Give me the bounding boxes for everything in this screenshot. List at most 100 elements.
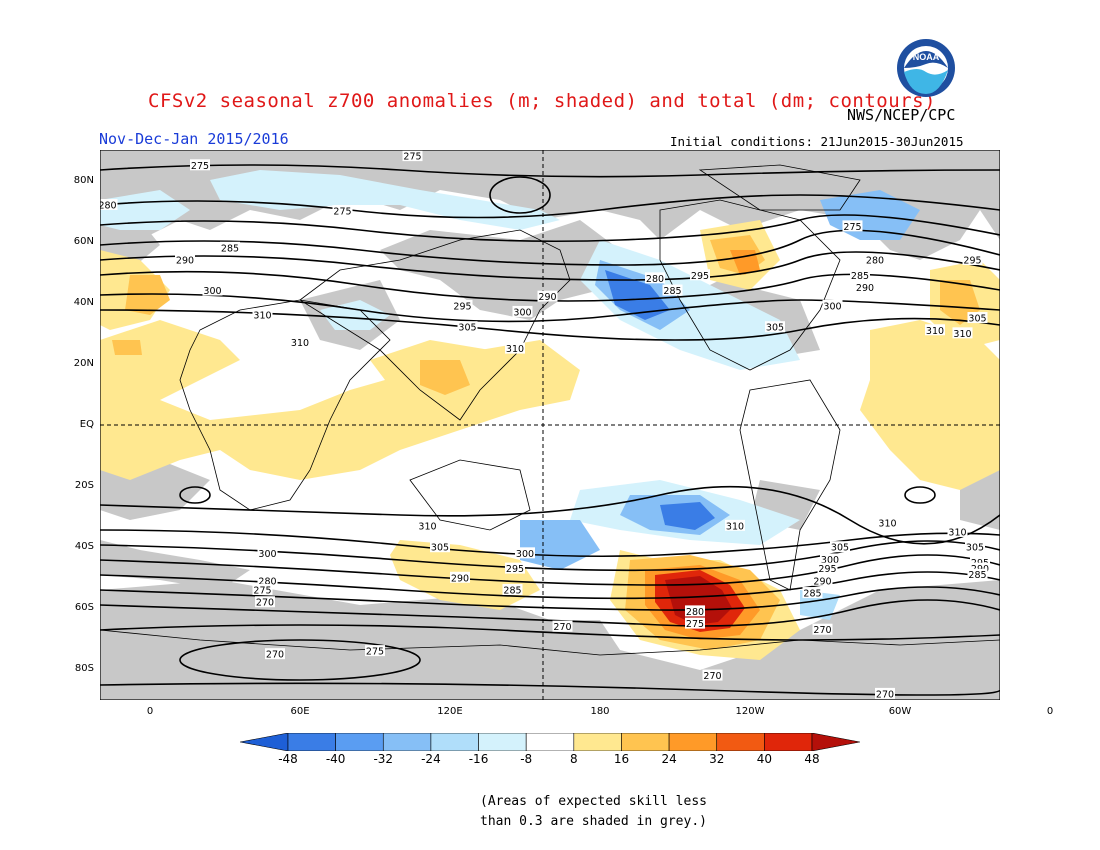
contour-label-text: 305 — [766, 323, 784, 334]
initial-conditions-label: Initial conditions: 21Jun2015-30Jun2015 — [670, 134, 964, 149]
colorbar-cell — [478, 733, 527, 751]
contour-label: 310 — [417, 519, 438, 532]
contour-label-text: 280 — [258, 576, 276, 587]
contour-label-text: 310 — [726, 521, 744, 532]
lon-label: 120W — [735, 706, 765, 717]
contour-label-text: 305 — [458, 323, 476, 334]
contour-label: 310 — [947, 525, 968, 538]
contour-label: 305 — [965, 541, 985, 554]
colorbar-tick-label: 32 — [709, 752, 725, 766]
colorbar-cell — [240, 733, 289, 751]
contour-label-text: 290 — [538, 292, 556, 303]
contour-label: 285 — [802, 587, 823, 600]
colorbar-tick-label: 8 — [569, 752, 578, 766]
contour-label: 285 — [967, 568, 988, 581]
contour-label: 270 — [812, 623, 833, 636]
contour-label-text: 305 — [831, 543, 849, 554]
contour-label-text: 305 — [431, 543, 449, 554]
contour-label: 295 — [505, 562, 525, 575]
contour-label-text: 310 — [418, 521, 436, 532]
contour-label-text: 310 — [948, 527, 966, 538]
contour-label: 280 — [645, 272, 665, 285]
lon-label: 60W — [888, 706, 912, 717]
agency-label: NWS/NCEP/CPC — [847, 106, 956, 124]
contour-label: 270 — [255, 596, 275, 609]
contour-label: 290 — [450, 571, 470, 584]
contour-label-text: 285 — [851, 271, 869, 282]
colorbar-tick-label: -32 — [373, 752, 394, 766]
skill-note: (Areas of expected skill less than 0.3 a… — [480, 792, 707, 832]
contour-label: 280 — [100, 199, 118, 212]
contour-label: 300 — [202, 284, 223, 297]
contour-label-text: 275 — [403, 152, 421, 163]
contour-label: 305 — [765, 321, 785, 334]
colorbar-tick-label: 24 — [661, 752, 677, 766]
contour-label: 275 — [365, 645, 385, 658]
contour-label: 300 — [820, 553, 840, 566]
contour-label-text: 270 — [813, 625, 831, 636]
contour-label: 310 — [505, 342, 525, 355]
lat-label: 20N — [73, 357, 94, 369]
contour-label: 305 — [430, 541, 450, 554]
height-contours — [100, 164, 1000, 696]
contour-label: 270 — [552, 620, 573, 633]
contour-label-text: 295 — [506, 564, 524, 575]
contour-label: 285 — [220, 241, 240, 254]
contour-label-text: 285 — [221, 243, 239, 254]
contour-label-text: 280 — [866, 256, 884, 267]
contour-label-text: 285 — [663, 286, 681, 297]
contour-label: 295 — [690, 269, 710, 282]
contour-label-text: 310 — [926, 326, 944, 337]
contour-label-text: 275 — [366, 647, 384, 658]
lat-label: 20S — [74, 480, 94, 492]
contour-label: 275 — [402, 150, 423, 163]
contour-label-text: 295 — [691, 271, 709, 282]
contour-label: 270 — [702, 669, 723, 682]
contour-label-text: 290 — [856, 283, 874, 294]
contour-label: 305 — [830, 541, 850, 554]
colorbar-cell — [811, 733, 860, 751]
contour-label-text: 300 — [516, 549, 534, 560]
contour-label: 270 — [265, 648, 285, 661]
contour-label: 275 — [332, 205, 353, 218]
colorbar-tick-label: -48 — [278, 752, 298, 766]
contour-label-text: 280 — [686, 607, 704, 618]
contour-label-text: 270 — [876, 689, 894, 700]
skill-note-line-1: (Areas of expected skill less — [480, 794, 707, 809]
contour-label: 310 — [252, 309, 273, 322]
colorbar-cell — [716, 733, 765, 751]
contour-label-text: 285 — [503, 586, 521, 597]
contour-label-text: 310 — [506, 344, 524, 355]
skill-note-line-2: than 0.3 are shaded in grey.) — [480, 814, 707, 829]
contour-label-text: 310 — [953, 329, 971, 340]
contour-label: 285 — [662, 284, 683, 297]
contour-label: 310 — [290, 336, 310, 349]
colorbar — [240, 733, 860, 751]
contour-label-text: 290 — [451, 573, 469, 584]
contour-label-text: 275 — [253, 586, 271, 597]
contour-label-text: 295 — [818, 564, 836, 575]
contour-label-text: 275 — [191, 161, 209, 172]
contour-label-text: 295 — [963, 256, 981, 267]
colorbar-tick-label: 40 — [756, 752, 772, 766]
contour-label: 280 — [865, 254, 885, 267]
lat-label: 80N — [73, 174, 94, 186]
contour-label-text: 310 — [291, 338, 309, 349]
contour-label: 285 — [850, 269, 870, 282]
contour-label-text: 300 — [823, 301, 841, 312]
noaa-logo: NOAA — [897, 39, 955, 97]
noaa-logo-text: NOAA — [913, 52, 940, 62]
lon-label: 0 — [1046, 706, 1054, 717]
contour-label-text: 270 — [256, 598, 274, 609]
contour-label-text: 280 — [646, 274, 664, 285]
contour-label: 295 — [962, 254, 983, 267]
season-label: Nov-Dec-Jan 2015/2016 — [99, 130, 289, 148]
contour-label: 275 — [252, 584, 273, 597]
contour-label-text: 270 — [703, 671, 721, 682]
colorbar-cell — [764, 733, 813, 751]
contour-label-text: 295 — [453, 301, 471, 312]
contour-label: 310 — [952, 327, 973, 340]
colorbar-tick-label: 16 — [613, 752, 630, 766]
contour-label-text: 305 — [966, 543, 984, 554]
